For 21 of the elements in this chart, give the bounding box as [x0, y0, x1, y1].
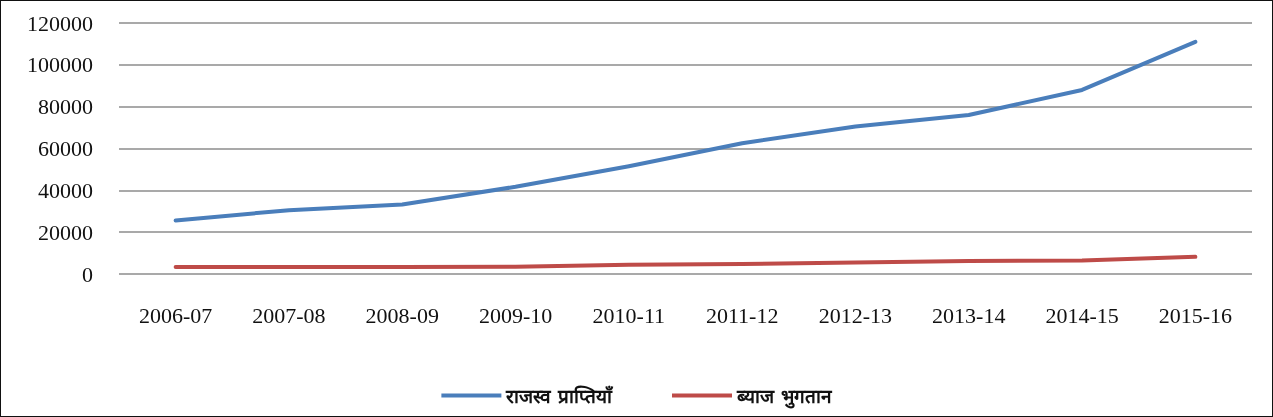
x-tick-label: 2009-10 — [478, 302, 553, 328]
x-tick-label: 2010-11 — [592, 302, 666, 328]
y-tick-label: 20000 — [38, 219, 93, 245]
x-tick-label: 2007-08 — [252, 302, 326, 328]
x-tick-label: 2006-07 — [138, 302, 213, 328]
x-tick-label: 2013-14 — [932, 302, 1006, 328]
y-tick-label: 100000 — [27, 52, 93, 78]
y-tick-label: 40000 — [38, 177, 93, 203]
y-tick-label: 120000 — [27, 10, 93, 36]
line-series — [173, 39, 1198, 223]
x-tick-label: 2014-15 — [1045, 302, 1119, 328]
x-tick-label: 2012-13 — [818, 302, 893, 328]
x-tick-label: 2015-16 — [1158, 302, 1233, 328]
x-tick-label: 2008-09 — [365, 302, 439, 328]
y-tick-label: 80000 — [38, 94, 93, 120]
x-tick-label: 2011-12 — [705, 302, 779, 328]
y-tick-label: 0 — [82, 261, 93, 287]
legend-label: ब्याज भुगतान — [736, 384, 833, 409]
legend-label: राजस्व प्राप्तियाँ — [505, 384, 614, 407]
y-tick-label: 60000 — [38, 136, 93, 161]
line-series — [173, 254, 1198, 270]
